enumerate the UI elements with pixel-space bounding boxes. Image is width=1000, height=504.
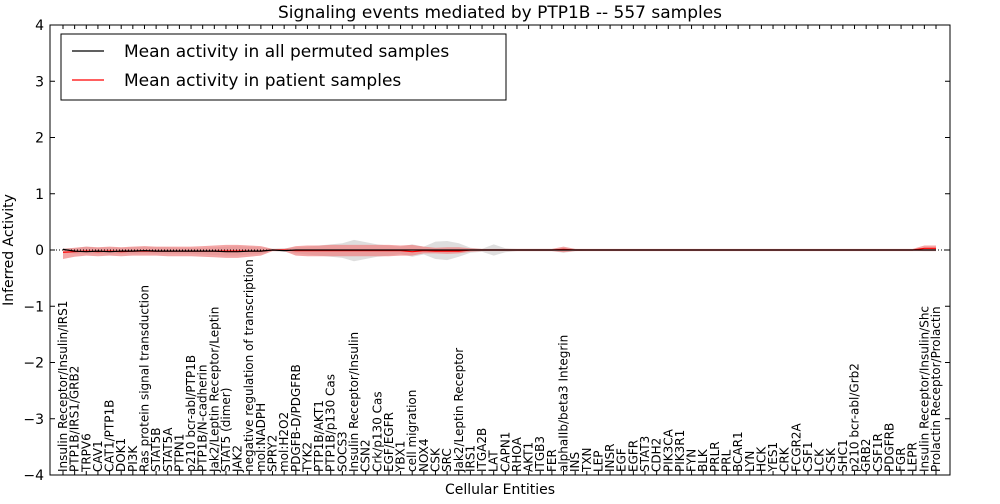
x-tick-label: cell migration — [405, 390, 419, 472]
x-tick-label: p210 bcr-abl/PTP1B — [184, 355, 198, 472]
x-tick-label: GRB2 — [859, 438, 873, 472]
x-tick-label: LEP — [591, 450, 605, 472]
x-tick-label: PTP1B/p130 Cas — [324, 374, 338, 472]
x-tick-label: PTP1B/IRS1/GRB2 — [68, 366, 82, 472]
x-tick-label: DOK1 — [114, 438, 128, 472]
x-tick-label: RHOA — [510, 436, 524, 472]
y-axis-label: Inferred Activity — [1, 194, 17, 306]
legend-box — [60, 33, 507, 101]
y-tick-label: 3 — [35, 74, 44, 90]
x-tick-label: EGFR — [626, 440, 640, 472]
x-tick-label: TRPV6 — [79, 433, 93, 473]
x-tick-label: SPRY2 — [266, 435, 280, 472]
x-tick-label: mol:NADPH — [254, 403, 268, 472]
x-tick-label: PTP1B/N-cadherin — [196, 365, 210, 472]
x-tick-label: mol:H2O2 — [277, 412, 291, 472]
x-tick-label: PIK3R1 — [673, 430, 687, 472]
y-tick-label: 0 — [35, 243, 44, 259]
series-line-0 — [62, 248, 936, 253]
x-tick-label: TXN — [580, 447, 594, 473]
x-tick-label: CDH2 — [650, 438, 664, 472]
x-tick-label: CSF1 — [801, 441, 815, 472]
x-tick-label: AKT1 — [522, 442, 536, 472]
x-tick-label: YBX1 — [394, 441, 408, 473]
x-tick-label: ITGB3 — [533, 436, 547, 472]
x-tick-label: negative regulation of transcription — [242, 259, 256, 472]
series-lines — [62, 247, 936, 253]
x-tick-label: FGR — [894, 447, 908, 472]
x-tick-label: PTP1B/AKT1 — [312, 400, 326, 472]
x-tick-label: NOX4 — [417, 438, 431, 472]
x-tick-label: p210 bcr-abl/Grb2 — [848, 363, 862, 472]
x-tick-label: alphaIIb/beta3 Integrin — [557, 335, 571, 472]
x-tick-label: STAT3 — [638, 436, 652, 472]
x-tick-label: LYN — [743, 451, 757, 472]
x-tick-label: JAK2 — [231, 445, 245, 473]
axes: −4 −3 −2 −1 0 1 2 3 4 — [23, 18, 951, 484]
y-tick-label: −2 — [23, 356, 44, 372]
y-tick-label: 4 — [35, 18, 44, 34]
x-tick-label: Insulin Receptor/Insulin — [347, 332, 361, 472]
x-tick-label: LAT — [487, 450, 501, 472]
x-tick-label: PDGFB-D/PDGFRB — [289, 364, 303, 472]
x-tick-label: PDGFRB — [882, 423, 896, 472]
legend-label-0: Mean activity in all permuted samples — [124, 42, 449, 62]
x-tick-label: CSN2 — [359, 439, 373, 472]
x-tick-label: Prolactin Receptor/Prolactin — [929, 306, 943, 472]
x-tick-label: YES1 — [766, 442, 780, 473]
x-tick-label: Crk/p130 Cas — [370, 391, 384, 472]
x-tick-label: IRS1 — [463, 445, 477, 472]
x-tick-label: FER — [545, 449, 559, 472]
x-tick-label: INSR — [603, 444, 617, 472]
x-tick-label: HCK — [754, 446, 768, 472]
x-tick-label: PRL — [720, 449, 734, 472]
x-tick-label: PI3K — [126, 445, 140, 472]
x-tick-label: BLK — [696, 448, 710, 472]
x-axis-label: Cellular Entities — [445, 482, 555, 498]
x-tick-label: Ras protein signal transduction — [138, 285, 152, 472]
legend-label-1: Mean activity in patient samples — [124, 71, 401, 91]
x-tick-labels: Insulin Receptor/Insulin/IRS1PTP1B/IRS1/… — [56, 259, 943, 473]
x-tick-label: Jak2/Leptin Receptor/Leptin — [207, 307, 221, 473]
x-tick-label: EGF — [615, 448, 629, 472]
x-tick-label: CSK — [429, 447, 443, 472]
x-tick-label: STAT5A — [161, 427, 175, 472]
y-tick-label: 2 — [35, 131, 44, 147]
x-tick-label: EGF/EGFR — [382, 412, 396, 472]
y-tick-label: 1 — [35, 187, 44, 203]
x-tick-label: CAPN1 — [498, 432, 512, 472]
x-tick-label: STAT5B — [149, 428, 163, 473]
x-tick-label: CSF1R — [871, 433, 885, 472]
x-tick-label: ITGA2B — [475, 428, 489, 472]
x-tick-label: Insulin Receptor/Insulin/Shc — [917, 306, 931, 472]
y-tick-label: −4 — [23, 468, 44, 484]
x-tick-label: CAV1 — [91, 440, 105, 472]
y-tick-label: −3 — [23, 412, 44, 428]
x-tick-label: PTPN1 — [172, 434, 186, 472]
x-tick-label: SOCS3 — [335, 431, 349, 472]
y-tick-label: −1 — [23, 299, 44, 315]
x-tick-label: Insulin Receptor/Insulin/IRS1 — [56, 301, 70, 472]
x-tick-label: CAT1/PTP1B — [103, 400, 117, 472]
x-tick-label: FYN — [685, 449, 699, 472]
x-tick-label: CSK — [824, 447, 838, 472]
x-tick-label: LCK — [813, 448, 827, 472]
x-tick-label: BCAR1 — [731, 431, 745, 472]
x-tick-label: PRLR — [708, 441, 722, 472]
x-tick-label: SRC — [440, 448, 454, 472]
x-tick-label: TYK2 — [300, 442, 314, 473]
legend: Mean activity in all permuted samples Mea… — [60, 33, 507, 101]
x-tick-label: SHC1 — [836, 439, 850, 472]
x-tick-label: LEPR — [906, 442, 920, 472]
x-tick-label: FCGR2A — [789, 422, 803, 472]
x-tick-label: PIK3CA — [661, 428, 675, 472]
x-tick-label: STAT5 (dimer) — [219, 388, 233, 472]
chart-title: Signaling events mediated by PTP1B -- 55… — [278, 3, 722, 23]
x-tick-label: INS — [568, 452, 582, 472]
x-tick-label: Jak2/Leptin Receptor — [452, 348, 466, 473]
x-tick-label: CRK — [778, 446, 792, 472]
